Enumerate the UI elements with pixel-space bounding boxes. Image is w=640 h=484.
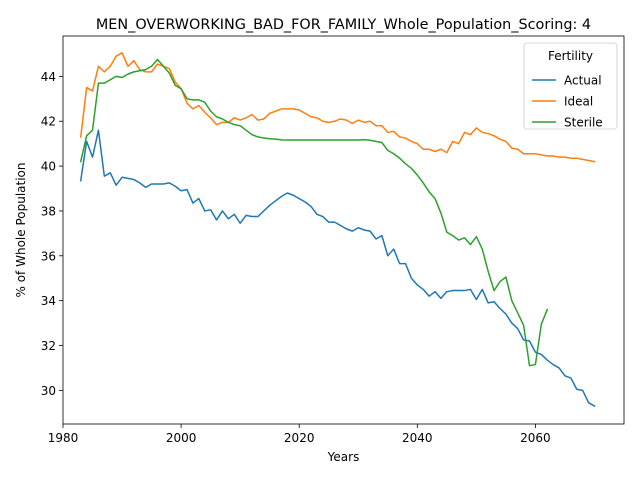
legend-label-actual: Actual bbox=[564, 74, 602, 88]
legend-box bbox=[523, 42, 618, 130]
series-line-ideal bbox=[79, 52, 596, 163]
legend-label-sterile: Sterile bbox=[564, 116, 603, 130]
y-tick-label: 38 bbox=[41, 204, 56, 218]
x-axis: 1980 2000 2020 2040 2060 bbox=[48, 424, 551, 445]
y-tick-label: 32 bbox=[41, 339, 56, 353]
legend-label-ideal: Ideal bbox=[564, 95, 593, 109]
y-axis-label: % of Whole Population bbox=[14, 163, 28, 298]
series-layer bbox=[79, 52, 596, 408]
legend: Fertility Actual Ideal Sterile bbox=[523, 42, 618, 130]
series-line-actual bbox=[79, 129, 596, 408]
y-tick-label: 30 bbox=[41, 384, 56, 398]
legend-title: Fertility bbox=[548, 49, 593, 63]
x-tick-label: 2000 bbox=[166, 431, 197, 445]
y-axis: 30 32 34 36 38 40 42 44 bbox=[41, 70, 63, 398]
y-tick-label: 44 bbox=[41, 70, 56, 84]
y-tick-label: 36 bbox=[41, 249, 56, 263]
legend-entries: Actual Ideal Sterile bbox=[532, 74, 603, 130]
plot-frame bbox=[62, 35, 625, 425]
x-axis-label: Years bbox=[327, 450, 360, 464]
y-tick-label: 40 bbox=[41, 160, 56, 174]
series-line-sterile bbox=[79, 58, 549, 367]
y-tick-label: 42 bbox=[41, 115, 56, 129]
x-tick-label: 1980 bbox=[48, 431, 79, 445]
y-tick-label: 34 bbox=[41, 294, 56, 308]
x-tick-label: 2060 bbox=[520, 431, 551, 445]
x-tick-label: 2040 bbox=[402, 431, 433, 445]
chart-title: MEN_OVERWORKING_BAD_FOR_FAMILY_Whole_Pop… bbox=[96, 17, 591, 33]
x-tick-label: 2020 bbox=[284, 431, 315, 445]
